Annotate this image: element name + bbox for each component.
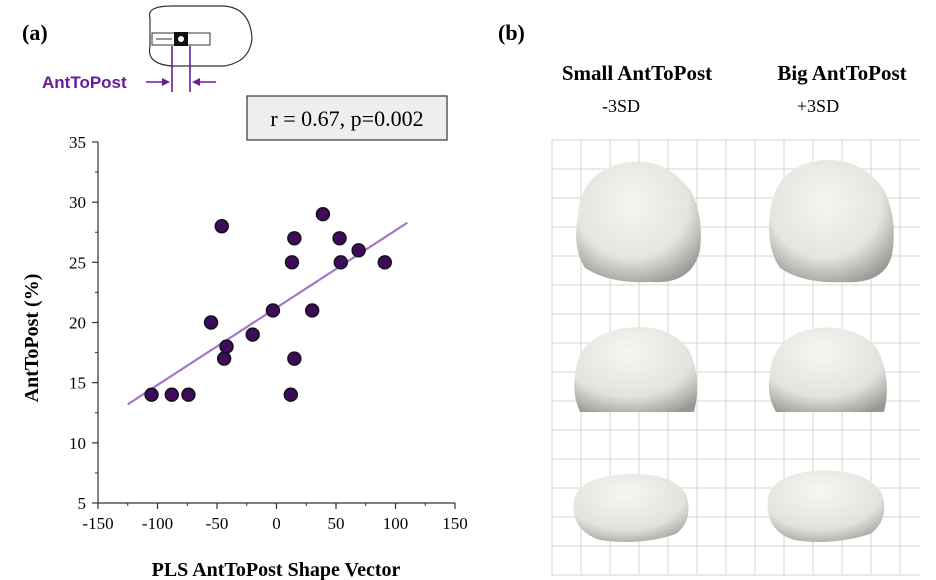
y-tick-label: 15 <box>69 374 86 393</box>
data-point <box>351 243 366 258</box>
data-point <box>287 351 302 366</box>
data-point <box>219 339 234 354</box>
inset-skull-diagram <box>146 5 253 92</box>
shape-big-middle <box>768 327 887 412</box>
data-point <box>181 387 196 402</box>
data-point <box>287 231 302 246</box>
stats-text: r = 0.67, p=0.002 <box>270 106 423 131</box>
inset-label: AntToPost <box>42 73 127 92</box>
scatter-chart: 5 10 15 20 25 30 35 -150 -100 -50 0 50 100 150 <box>69 133 468 533</box>
y-axis-title: AntToPost (%) <box>21 274 43 403</box>
shape-small-middle <box>574 327 698 412</box>
y-tick-label: 35 <box>69 133 86 152</box>
shape-big-top <box>769 159 894 283</box>
panel-b-label: (b) <box>498 20 525 45</box>
arrowhead-left <box>162 78 170 86</box>
x-tick-label: 150 <box>442 514 468 533</box>
y-tick-label: 30 <box>69 193 86 212</box>
data-point <box>214 219 229 234</box>
data-point <box>332 231 347 246</box>
shape-big-bottom <box>767 470 885 542</box>
data-point <box>315 206 331 222</box>
arrowhead-right <box>192 78 200 86</box>
x-tick-label: -100 <box>142 514 173 533</box>
data-point <box>203 315 219 330</box>
data-points <box>144 206 392 402</box>
data-point <box>283 387 298 402</box>
column-title-big: Big AntToPost <box>777 61 906 85</box>
shape-small-bottom <box>573 473 689 542</box>
data-point <box>245 327 260 342</box>
data-point <box>305 303 320 318</box>
skull-marker-dot <box>178 36 184 42</box>
x-tick-label: -50 <box>206 514 229 533</box>
column-title-small: Small AntToPost <box>562 61 712 85</box>
axes: 5 10 15 20 25 30 35 -150 -100 -50 0 50 100 150 <box>69 133 468 533</box>
data-point <box>333 255 348 270</box>
y-tick-label: 25 <box>69 253 86 272</box>
panel-a-label: (a) <box>22 20 48 45</box>
y-tick-label: 20 <box>69 314 86 333</box>
y-tick-label: 10 <box>69 434 86 453</box>
x-tick-label: 50 <box>328 514 345 533</box>
data-point <box>164 387 179 402</box>
stats-box <box>246 95 448 141</box>
x-axis-title: PLS AntToPost Shape Vector <box>152 559 401 580</box>
data-point <box>284 255 300 270</box>
column-subtitle-big: +3SD <box>797 96 839 116</box>
x-tick-label: 100 <box>383 514 409 533</box>
x-tick-label: -150 <box>82 514 113 533</box>
data-point <box>265 303 281 318</box>
column-subtitle-small: -3SD <box>602 96 640 116</box>
data-point <box>377 255 392 270</box>
x-tick-label: 0 <box>272 514 281 533</box>
y-tick-label: 5 <box>78 494 87 513</box>
data-point <box>216 351 232 366</box>
data-point <box>144 387 159 402</box>
shape-small-top <box>576 161 701 283</box>
